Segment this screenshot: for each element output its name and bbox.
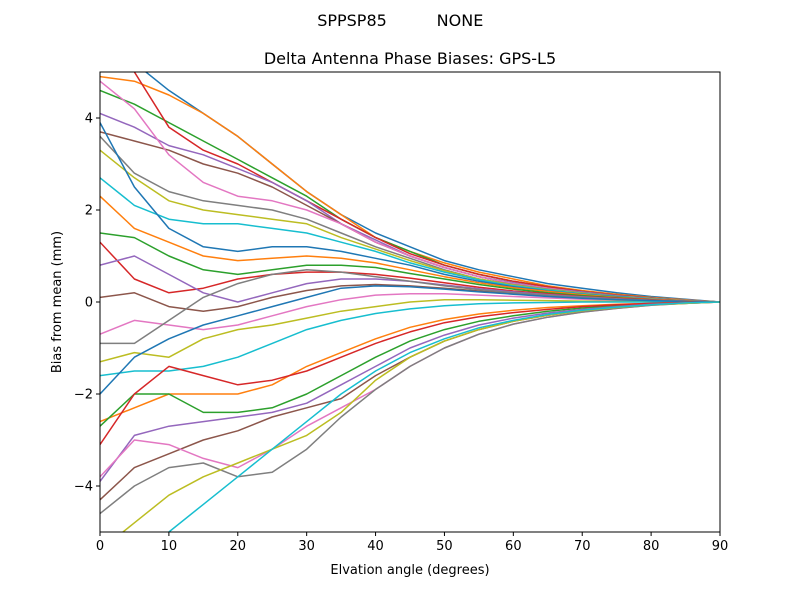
x-axis-label: Elvation angle (degrees) bbox=[330, 563, 489, 578]
x-tick-label: 0 bbox=[96, 539, 104, 554]
series-line-28 bbox=[100, 301, 720, 515]
y-tick-label: 4 bbox=[85, 112, 93, 127]
series-line-10 bbox=[100, 177, 720, 303]
x-tick-label: 20 bbox=[230, 539, 247, 554]
figure-suptitle-station: SPPSP85 bbox=[317, 11, 387, 30]
y-tick-label: −4 bbox=[74, 480, 93, 495]
series-line-2 bbox=[100, 75, 720, 303]
series-line-4 bbox=[133, 72, 720, 303]
x-tick-label: 30 bbox=[298, 539, 315, 554]
series-line-9 bbox=[100, 149, 720, 303]
series-line-23 bbox=[100, 301, 720, 427]
series-line-8 bbox=[100, 135, 720, 303]
series-line-20 bbox=[100, 301, 720, 377]
x-tick-label: 60 bbox=[505, 539, 522, 554]
y-tick-label: −2 bbox=[74, 388, 93, 403]
series-line-1 bbox=[144, 72, 720, 303]
y-tick-label: 2 bbox=[85, 204, 93, 219]
y-tick-label: 0 bbox=[85, 296, 93, 311]
series-line-30 bbox=[167, 301, 720, 532]
series-line-21 bbox=[100, 285, 720, 395]
x-tick-label: 80 bbox=[643, 539, 660, 554]
x-tick-label: 10 bbox=[161, 539, 178, 554]
series-line-24 bbox=[100, 301, 720, 446]
x-tick-label: 70 bbox=[574, 539, 591, 554]
series-line-22 bbox=[100, 301, 720, 423]
chart-title: Delta Antenna Phase Biases: GPS-L5 bbox=[264, 49, 556, 68]
figure-suptitle-radome: NONE bbox=[437, 11, 484, 30]
x-tick-label: 90 bbox=[712, 539, 729, 554]
series-line-11 bbox=[100, 122, 720, 303]
series-line-7 bbox=[100, 80, 720, 303]
y-axis-label: Bias from mean (mm) bbox=[50, 231, 65, 373]
series-line-6 bbox=[100, 131, 720, 303]
series-line-13 bbox=[100, 232, 720, 303]
series-lines bbox=[100, 72, 720, 532]
y-axis-ticks: −4 −2 0 2 4 bbox=[74, 112, 100, 495]
x-axis-ticks: 0 10 20 30 40 50 60 70 80 90 bbox=[96, 532, 728, 554]
x-tick-label: 50 bbox=[436, 539, 453, 554]
x-tick-label: 40 bbox=[367, 539, 384, 554]
